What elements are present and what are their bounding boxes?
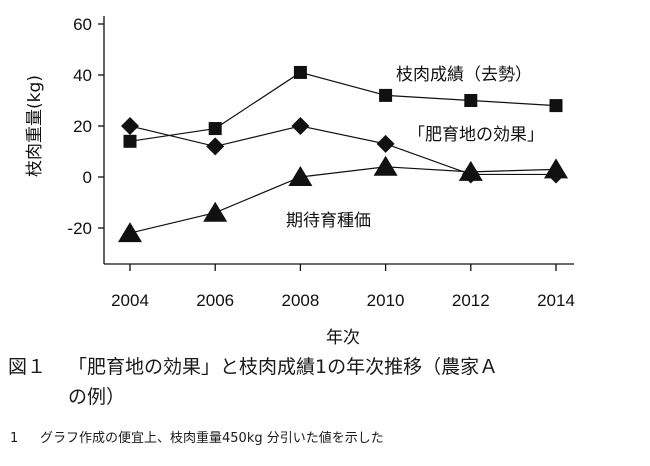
y-tick-label: -20 <box>67 219 92 238</box>
series-line-square <box>129 71 557 142</box>
x-axis-title: 年次 <box>326 328 360 345</box>
y-tick-label: 60 <box>73 15 92 34</box>
triangle-marker <box>458 160 483 181</box>
footnote-number: 1 <box>10 431 19 446</box>
triangle-marker <box>288 166 313 186</box>
series-line-diamond <box>129 125 556 176</box>
y-tick-label: 0 <box>83 168 92 187</box>
square-marker <box>123 134 137 148</box>
diamond-marker <box>206 137 225 156</box>
square-marker <box>549 99 563 113</box>
figure-label: 図１ <box>8 356 47 378</box>
x-tick-label: 2008 <box>281 291 319 310</box>
figure-caption: 図１ 「肥育地の効果」と枝肉成績1の年次推移（農家Ａ の例） <box>8 352 644 412</box>
diamond-marker <box>121 117 139 135</box>
triangle-marker <box>373 155 398 176</box>
figure-title-line2: の例） <box>68 386 126 408</box>
diamond-marker <box>291 117 310 135</box>
triangle-marker <box>203 201 228 222</box>
footnote-text: グラフ作成の便宜上、枝肉重量450kg 分引いた値を示した <box>40 431 384 446</box>
x-tick-label: 2006 <box>196 291 234 310</box>
square-marker <box>379 88 393 102</box>
square-marker <box>208 122 222 136</box>
y-tick-label: 20 <box>73 117 92 136</box>
y-tick-label: 40 <box>73 66 92 85</box>
x-tick-label: 2014 <box>537 291 575 310</box>
x-tick-label: 2012 <box>452 291 490 310</box>
series-label-square: 枝肉成績（去勢） <box>396 65 532 85</box>
x-tick-label: 2004 <box>111 291 149 310</box>
line-chart: 60 40 20 0 -20 2004 2006 2008 2010 2012 2014 年次 枝肉重量… <box>25 15 575 345</box>
square-marker <box>464 94 478 107</box>
triangle-marker <box>544 158 568 179</box>
y-axis-title: 枝肉重量(kg) <box>25 75 45 177</box>
chart-labels: 60 40 20 0 -20 2004 2006 2008 2010 2012 2014 年次 枝肉重量… <box>25 15 575 345</box>
chart-axes <box>98 16 574 271</box>
diamond-marker <box>376 134 395 153</box>
series-label-triangle: 期待育種価 <box>286 211 371 231</box>
square-marker <box>293 65 307 79</box>
series-line-triangle <box>129 166 557 234</box>
series-label-diamond: 「肥育地の効果」 <box>408 125 544 145</box>
x-tick-label: 2010 <box>367 291 405 310</box>
series-lines <box>129 71 557 234</box>
series-markers <box>118 65 568 243</box>
figure-title-line1: 「肥育地の効果」と枝肉成績1の年次推移（農家Ａ <box>68 356 499 378</box>
triangle-marker <box>118 222 142 243</box>
footnote: 1 グラフ作成の便宜上、枝肉重量450kg 分引いた値を示した <box>10 429 640 449</box>
